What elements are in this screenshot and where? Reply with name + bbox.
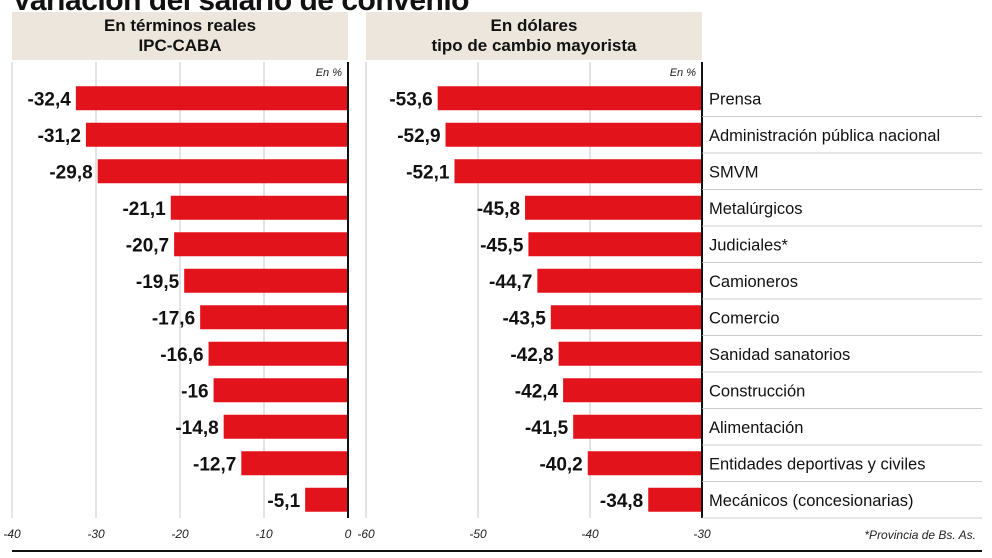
- left-tick-label: -20: [171, 527, 189, 541]
- footnote: *Provincia de Bs. As.: [864, 528, 976, 542]
- right-tick-label: -40: [581, 527, 599, 541]
- category-label: Comercio: [709, 309, 780, 327]
- right-value-label: -42,8: [510, 345, 553, 366]
- right-value-label: -40,2: [539, 454, 582, 475]
- left-value-label: -32,4: [28, 89, 72, 110]
- right-header-line2: tipo de cambio mayorista: [431, 36, 637, 55]
- right-bar: [445, 122, 702, 147]
- category-label: Camioneros: [709, 273, 798, 291]
- right-bar: [525, 195, 702, 220]
- category-label: Judiciales*: [709, 236, 788, 254]
- left-bar: [170, 195, 348, 220]
- right-value-label: -34,8: [600, 491, 643, 512]
- right-bar: [587, 451, 702, 476]
- right-value-label: -43,5: [502, 308, 546, 329]
- right-tick-label: -60: [357, 527, 375, 541]
- category-label: Sanidad sanatorios: [709, 346, 850, 364]
- category-label: SMVM: [709, 163, 759, 181]
- category-label: Construcción: [709, 382, 805, 400]
- category-label: Mecánicos (concesionarias): [709, 492, 914, 510]
- left-bar: [97, 159, 349, 184]
- left-value-label: -19,5: [136, 272, 180, 293]
- right-unit-label: En %: [670, 67, 697, 79]
- right-value-label: -45,8: [477, 199, 520, 220]
- left-value-label: -17,6: [152, 308, 195, 329]
- left-tick-label: -10: [255, 527, 273, 541]
- right-bar: [550, 305, 702, 330]
- right-value-label: -45,5: [480, 235, 524, 256]
- left-value-label: -29,8: [49, 162, 92, 183]
- left-header-line1: En términos reales: [103, 16, 257, 35]
- right-header-line1: En dólares: [490, 16, 578, 35]
- left-value-label: -5,1: [267, 491, 300, 512]
- right-tick-label: -50: [469, 527, 487, 541]
- left-bar: [85, 122, 349, 147]
- left-value-label: -16,6: [160, 345, 203, 366]
- left-bar: [184, 268, 348, 293]
- left-bar: [208, 341, 348, 366]
- bottom-rule: [12, 550, 982, 552]
- left-tick-label: -40: [3, 527, 21, 541]
- category-label: Prensa: [709, 90, 762, 108]
- left-bar: [174, 232, 348, 257]
- right-panel-header: En dólares tipo de cambio mayorista: [366, 12, 702, 60]
- left-unit-label: En %: [316, 67, 343, 79]
- left-tick-label: -30: [87, 527, 105, 541]
- right-tick-label: -30: [693, 527, 711, 541]
- right-bar: [537, 268, 702, 293]
- left-value-label: -31,2: [38, 126, 81, 147]
- left-value-label: -16: [181, 381, 208, 402]
- right-bar: [454, 159, 702, 184]
- left-panel-header: En términos reales IPC-CABA: [12, 12, 348, 60]
- left-value-label: -14,8: [175, 418, 218, 439]
- left-bar: [75, 86, 348, 111]
- right-value-label: -41,5: [525, 418, 569, 439]
- right-bar: [558, 341, 702, 366]
- category-label: Entidades deportivas y civiles: [709, 455, 925, 473]
- right-bar: [437, 86, 702, 111]
- left-value-label: -20,7: [126, 235, 169, 256]
- left-value-label: -12,7: [193, 454, 236, 475]
- left-bar: [213, 378, 348, 403]
- left-bar: [305, 487, 348, 512]
- right-bar: [528, 232, 702, 257]
- left-bar: [200, 305, 348, 330]
- right-value-label: -42,4: [515, 381, 559, 402]
- category-label: Alimentación: [709, 419, 803, 437]
- right-value-label: -44,7: [489, 272, 532, 293]
- right-bar: [563, 378, 702, 403]
- left-bar: [223, 414, 348, 439]
- left-value-label: -21,1: [122, 199, 166, 220]
- left-header-line2: IPC-CABA: [138, 36, 222, 55]
- category-label: Metalúrgicos: [709, 200, 803, 218]
- right-value-label: -52,1: [406, 162, 450, 183]
- left-tick-label: 0: [345, 527, 352, 541]
- left-bar: [241, 451, 348, 476]
- right-value-label: -53,6: [389, 89, 432, 110]
- right-value-label: -52,9: [397, 126, 440, 147]
- right-bar: [573, 414, 702, 439]
- right-bar: [648, 487, 702, 512]
- category-label: Administración pública nacional: [709, 127, 940, 145]
